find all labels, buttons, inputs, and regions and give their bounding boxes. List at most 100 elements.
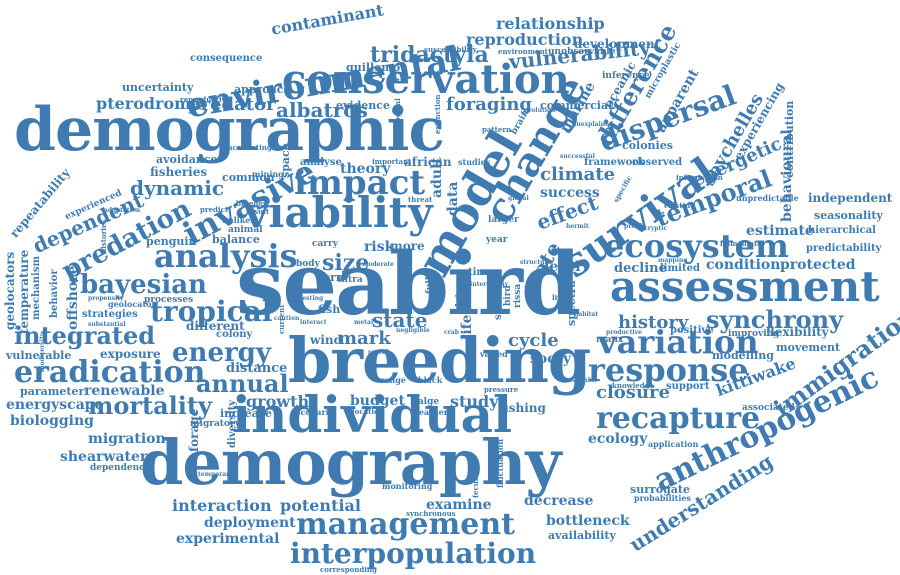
word-fishing: fishing <box>500 401 546 415</box>
word-behavioural: behavioural <box>779 129 795 222</box>
word-bird: bird <box>503 285 513 306</box>
word-corresponding: corresponding <box>320 565 377 574</box>
word-budget: budget <box>350 393 405 409</box>
word-nesting: nesting <box>298 295 324 302</box>
word-approach: approach <box>234 83 292 96</box>
word-environment: environment <box>498 47 548 56</box>
word-susceptibility: susceptibility <box>424 45 477 54</box>
word-fecundity: fecundity <box>471 461 480 498</box>
word-vulnerable: vulnerable <box>6 349 72 362</box>
word-conservation: conservation <box>282 56 570 103</box>
word-migration: migration <box>88 431 166 447</box>
word-metal: metal <box>354 319 374 326</box>
word-assessment: assessment <box>610 262 880 311</box>
word-decline: decline <box>614 261 667 276</box>
word-habitat: habitat <box>574 311 599 318</box>
word-surrogate: surrogate <box>630 483 691 496</box>
word-life: life <box>459 314 475 340</box>
word-tridactyla: tridactyla <box>370 42 489 68</box>
word-impact: impact <box>294 163 426 203</box>
word-mechanism: mechanism <box>31 255 42 320</box>
word-unexplained: unexplained <box>572 121 614 128</box>
word-parameter: parameter <box>20 385 85 398</box>
word-dynamic: dynamic <box>130 176 225 200</box>
word-guillemot: guillemot <box>346 61 406 74</box>
word-consequence: consequence <box>190 53 263 64</box>
word-penguin: penguin <box>146 235 197 248</box>
word-extinction: extinction <box>433 94 442 134</box>
word-histories: histories <box>99 219 108 254</box>
word-fluctuation: fluctuation <box>495 438 505 488</box>
word-variation: variation <box>598 323 759 361</box>
word-theory: theory <box>340 161 391 177</box>
word-mapping: mapping <box>658 257 688 264</box>
word-shearwater: shearwater <box>60 449 148 465</box>
word-management: management <box>296 507 515 542</box>
word-immediate: immediate <box>720 239 762 248</box>
word-rissa: rissa <box>513 283 523 308</box>
word-individual: individual <box>232 385 513 444</box>
word-level: level <box>544 259 581 275</box>
word-manx: manx <box>596 335 624 345</box>
word-independent: independent <box>808 191 893 205</box>
word-probabilities: probabilities <box>634 493 691 503</box>
word-analysis: analysis <box>154 237 298 275</box>
word-closure: closure <box>596 382 670 403</box>
word-african: african <box>404 155 452 169</box>
word-support: support <box>666 381 710 392</box>
word-animal: animal <box>228 225 263 235</box>
word-reproductive: reproductive <box>180 95 231 104</box>
word-lived: lived <box>552 293 571 302</box>
word-pterodroma: pterodroma <box>96 94 202 113</box>
word-eradication: eradication <box>14 355 206 390</box>
word-response: response <box>588 351 749 389</box>
word-varied: varied <box>480 349 508 359</box>
word-pattern: pattern <box>482 125 512 134</box>
word-accounting: accounting <box>228 143 272 152</box>
word-unlikely: unlikely <box>222 215 259 225</box>
word-intercolony: intercolony <box>470 281 509 288</box>
word-forage: forage <box>187 408 201 452</box>
word-successful: successful <box>560 153 595 160</box>
word-time: time <box>468 267 494 278</box>
word-cryptic: cryptic <box>644 225 668 232</box>
word-distance: distance <box>226 361 288 376</box>
word-study: study <box>450 392 499 411</box>
word-aalge: aalge <box>412 397 440 407</box>
word-cycle: cycle <box>508 330 559 351</box>
word-modelling: modelling <box>712 349 774 362</box>
word-carry: carry <box>312 239 339 249</box>
word-geolocators: geolocators <box>3 251 17 330</box>
word-knowledge: knowledge <box>612 381 654 390</box>
word-adult: adult <box>429 157 445 198</box>
word-geolocator: geolocator <box>108 299 156 309</box>
word-positive: positive <box>670 325 714 336</box>
word-monitoring: monitoring <box>382 481 433 491</box>
word-colony: colony <box>216 329 253 340</box>
word-interpopulation: interpopulation <box>290 537 537 570</box>
word-global: global <box>508 195 529 202</box>
word-information: information <box>676 173 723 182</box>
word-foraging: foraging <box>446 94 532 115</box>
word-energyscape: energyscape <box>6 397 104 413</box>
word-inference: inference <box>602 71 650 81</box>
word-different: different <box>186 319 245 333</box>
word-location: location <box>352 407 384 416</box>
word-seabird: seabird <box>236 234 581 335</box>
word-strategies: strategies <box>82 309 138 320</box>
word-black: black <box>418 375 443 385</box>
word-behavior: behavior <box>49 269 60 318</box>
word-structure: structure <box>520 259 552 266</box>
word-body: body <box>296 259 320 269</box>
word-important: important <box>372 157 412 166</box>
word-condition: condition <box>706 257 781 273</box>
word-hierarchical: hierarchical <box>808 225 876 236</box>
word-threat: threat <box>408 195 433 204</box>
word-temperature: temperature <box>17 249 31 334</box>
word-predator: predator <box>188 94 276 115</box>
word-available: available <box>568 377 598 384</box>
word-common: common <box>222 171 275 184</box>
word-climate: climate <box>540 164 616 185</box>
word-development: development <box>574 37 661 51</box>
